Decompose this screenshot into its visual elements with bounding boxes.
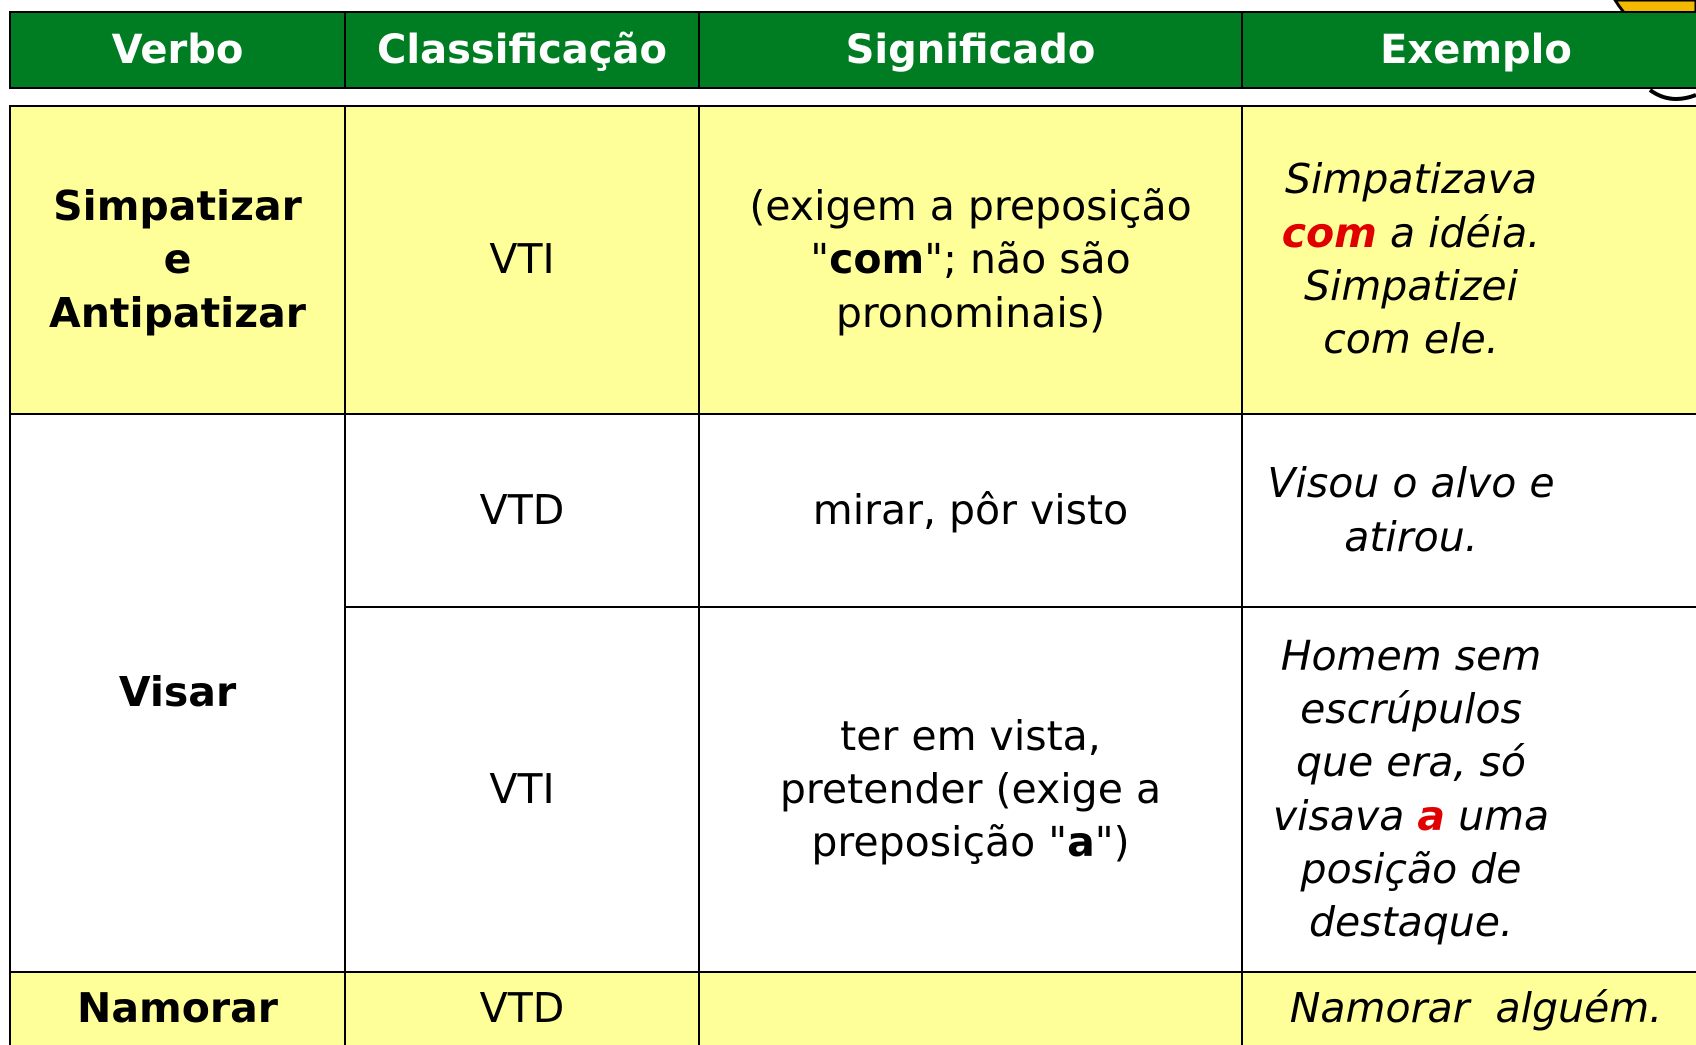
class-cell: VTI — [344, 105, 700, 415]
text: ") — [1094, 818, 1130, 867]
text: "; não são pronominais) — [835, 235, 1131, 337]
meaning-cell — [698, 971, 1243, 1045]
verb-cell: Visar — [9, 413, 346, 973]
classification: VTI — [489, 764, 555, 813]
header-text: Exemplo — [1380, 27, 1572, 73]
class-cell: VTI — [344, 606, 700, 973]
verb: Visar — [118, 668, 237, 717]
classification: VTD — [479, 485, 565, 534]
example-cell: Homem sem escrúpulos que era, só visava … — [1241, 606, 1696, 973]
text-highlight: a — [1417, 791, 1446, 840]
classification: VTI — [489, 235, 555, 284]
meaning: (exigem a preposição "com"; não são pron… — [740, 180, 1201, 340]
verb-line: Antipatizar — [49, 288, 306, 337]
header-text: Significado — [845, 27, 1096, 73]
header-text: Verbo — [111, 27, 244, 73]
meaning-cell: mirar, pôr visto — [698, 413, 1243, 608]
class-cell: VTD — [344, 413, 700, 608]
text: a idéia. Simpatizei com ele. — [1303, 208, 1554, 364]
example: Simpatizava com a idéia. Simpatizei com … — [1263, 153, 1559, 366]
example-cell: Visou o alvo e atirou. — [1241, 413, 1696, 608]
header-cell: Verbo — [9, 11, 346, 89]
header-text: Classificação — [377, 27, 667, 73]
example: Visou o alvo e atirou. — [1267, 459, 1555, 561]
text: Simpatizava — [1284, 155, 1551, 204]
text: uma posição de destaque. — [1300, 791, 1563, 947]
verb: Simpatizar e Antipatizar — [49, 180, 306, 340]
meaning-cell: (exigem a preposição "com"; não são pron… — [698, 105, 1243, 415]
example: Namorar alguém. — [1289, 984, 1663, 1033]
header-cell: Exemplo — [1241, 11, 1696, 89]
text-highlight: com — [1281, 208, 1377, 257]
meaning: ter em vista, pretender (exige a preposi… — [740, 710, 1201, 870]
text-bold: com — [829, 235, 925, 284]
verb-line: Simpatizar — [53, 182, 302, 231]
example-cell: Namorar alguém. — [1241, 971, 1696, 1045]
verb-cell: Simpatizar e Antipatizar — [9, 105, 346, 415]
text: ter em vista, pretender (exige a preposi… — [779, 711, 1162, 867]
example-cell: Simpatizava com a idéia. Simpatizei com … — [1241, 105, 1696, 415]
header-cell: Significado — [698, 11, 1243, 89]
class-cell: VTD — [344, 971, 700, 1045]
meaning: mirar, pôr visto — [812, 485, 1129, 534]
text: (exigem a preposição " — [749, 182, 1192, 284]
header-cell: Classificação — [344, 11, 700, 89]
text-bold: a — [1067, 818, 1095, 867]
meaning-cell: ter em vista, pretender (exige a preposi… — [698, 606, 1243, 973]
verb-line: e — [163, 235, 192, 284]
verb: Namorar — [77, 984, 278, 1033]
example: Homem sem escrúpulos que era, só visava … — [1263, 630, 1559, 950]
classification: VTD — [479, 984, 565, 1033]
text: Homem sem escrúpulos que era, só visava — [1272, 631, 1555, 840]
verb-cell: Namorar — [9, 971, 346, 1045]
